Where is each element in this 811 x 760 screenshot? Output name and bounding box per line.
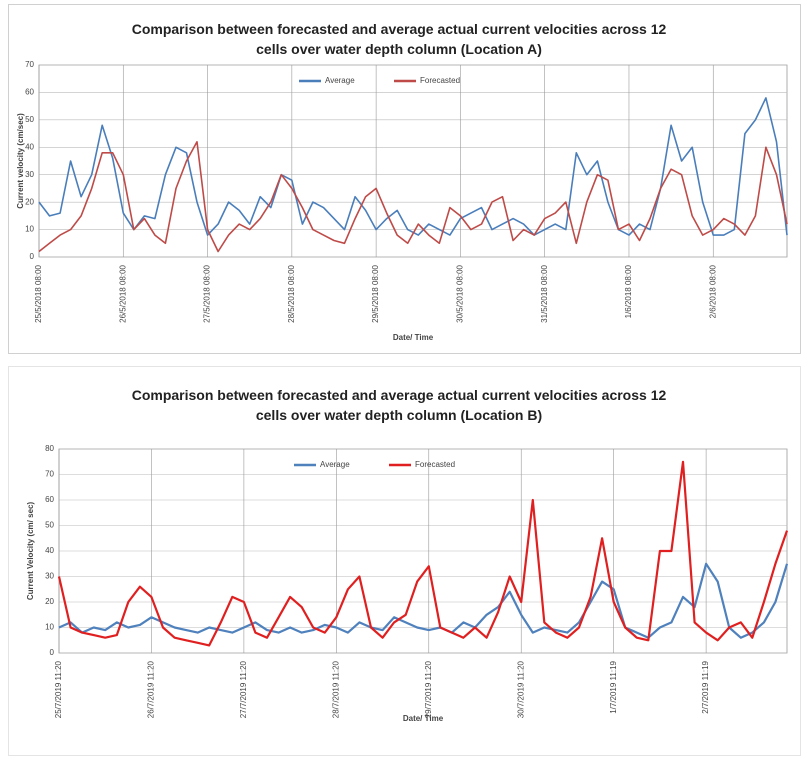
series-line — [58, 562, 789, 639]
series-line — [57, 460, 789, 647]
x-tick-label: 2/7/2019 11:19 — [701, 660, 710, 713]
x-tick-label: 30/5/2018 08:00 — [456, 264, 465, 322]
y-tick-label: 30 — [45, 572, 54, 581]
chart-title: Comparison between forecasted and averag… — [131, 387, 667, 423]
x-axis-title: Date/ Time — [393, 333, 434, 342]
x-tick-label: 25/5/2018 08:00 — [34, 264, 43, 322]
y-tick-label: 20 — [25, 197, 34, 206]
legend-label: Forecasted — [420, 76, 460, 85]
legend-label: Average — [325, 76, 355, 85]
x-tick-label: 28/5/2018 08:00 — [287, 264, 296, 322]
chart: 0 10 20 30 40 50 60 70 80 25/7/2019 11:20 26/7/201… — [26, 444, 789, 723]
chart-panel: Comparison between forecasted and averag… — [8, 366, 801, 756]
x-tick-label: 26/7/2019 11:20 — [147, 660, 156, 718]
y-tick-label: 10 — [45, 623, 54, 632]
series-line — [38, 141, 788, 253]
x-axis-title: Date/ Time — [403, 714, 444, 723]
y-tick-label: 70 — [45, 470, 54, 479]
x-tick-label: 30/7/2019 11:20 — [516, 660, 525, 718]
x-tick-label: 1/7/2019 11:19 — [609, 660, 618, 713]
x-tick-label: 25/7/2019 11:20 — [54, 660, 63, 718]
x-tick-label: 29/7/2019 11:20 — [424, 660, 433, 718]
y-tick-label: 60 — [25, 88, 34, 97]
x-tick-label: 27/5/2018 08:00 — [203, 264, 212, 322]
legend-label: Average — [320, 460, 350, 469]
y-tick-label: 70 — [25, 60, 34, 69]
y-tick-label: 50 — [45, 521, 54, 530]
y-tick-label: 0 — [50, 648, 55, 657]
y-tick-label: 20 — [45, 597, 54, 606]
chart-panel: Comparison between forecasted and averag… — [8, 4, 801, 354]
x-tick-label: 1/6/2018 08:00 — [624, 264, 633, 318]
x-tick-label: 31/5/2018 08:00 — [540, 264, 549, 322]
y-tick-label: 40 — [25, 142, 34, 151]
y-tick-label: 50 — [25, 115, 34, 124]
x-tick-label: 29/5/2018 08:00 — [371, 264, 380, 322]
y-axis-title: Current velocity (cm/sec) — [16, 113, 25, 209]
y-tick-label: 30 — [25, 170, 34, 179]
series-line — [38, 97, 788, 236]
y-tick-label: 40 — [45, 546, 54, 555]
chart-title: Comparison between forecasted and averag… — [131, 21, 667, 57]
y-tick-label: 0 — [30, 252, 35, 261]
x-tick-label: 2/6/2018 08:00 — [708, 264, 717, 318]
y-tick-label: 80 — [45, 444, 54, 453]
legend-label: Forecasted — [415, 460, 455, 469]
x-tick-label: 27/7/2019 11:20 — [239, 660, 248, 718]
x-tick-label: 28/7/2019 11:20 — [331, 660, 340, 718]
y-tick-label: 10 — [25, 225, 34, 234]
y-tick-label: 60 — [45, 495, 54, 504]
x-tick-label: 26/5/2018 08:00 — [118, 264, 127, 322]
y-axis-title: Current Velocity (cm/ sec) — [26, 502, 35, 601]
chart: 0 10 20 30 40 50 60 70 25/5/2018 08:00 26/5/2018 … — [16, 60, 788, 342]
